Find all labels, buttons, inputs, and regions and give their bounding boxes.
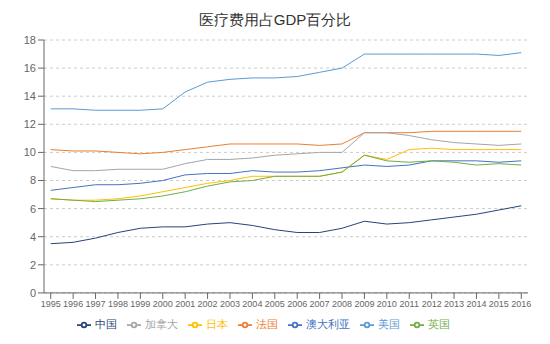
svg-text:2011: 2011 <box>400 299 419 309</box>
svg-text:16: 16 <box>24 62 36 74</box>
html-text:中国: 中国 <box>94 317 117 330</box>
svg-text:2000: 2000 <box>153 299 173 309</box>
html-text:英国: 英国 <box>427 317 450 330</box>
svg-text:2003: 2003 <box>220 299 240 309</box>
svg-text:1997: 1997 <box>86 299 106 309</box>
svg-text:2015: 2015 <box>489 299 509 309</box>
svg-text:2012: 2012 <box>422 299 442 309</box>
svg-text:2006: 2006 <box>287 299 307 309</box>
svg-text:2001: 2001 <box>175 299 195 309</box>
svg-text:6: 6 <box>30 203 36 215</box>
html-text:法国: 法国 <box>255 317 278 330</box>
html-text:澳大利亚: 澳大利亚 <box>305 317 350 330</box>
svg-text:18: 18 <box>24 34 36 46</box>
svg-text:10: 10 <box>24 146 36 158</box>
svg-text:1996: 1996 <box>63 299 83 309</box>
svg-text:2: 2 <box>30 259 36 271</box>
svg-text:2002: 2002 <box>198 299 218 309</box>
svg-text:2014: 2014 <box>466 299 486 309</box>
html-text:美国: 美国 <box>377 317 400 330</box>
svg-text:4: 4 <box>30 231 36 243</box>
svg-text:1999: 1999 <box>130 299 150 309</box>
svg-text:8: 8 <box>30 174 36 186</box>
html-text:日本: 日本 <box>205 317 228 330</box>
svg-text:2005: 2005 <box>265 299 285 309</box>
svg-text:2010: 2010 <box>377 299 397 309</box>
svg-text:2013: 2013 <box>444 299 464 309</box>
svg-text:2008: 2008 <box>332 299 352 309</box>
svg-text:12: 12 <box>24 118 36 130</box>
html-text:加拿大: 加拿大 <box>144 317 178 330</box>
svg-text:14: 14 <box>24 90 36 102</box>
svg-text:0: 0 <box>30 287 36 299</box>
html-text:医疗费用占GDP百分比: 医疗费用占GDP百分比 <box>198 11 352 28</box>
svg-text:2004: 2004 <box>242 299 262 309</box>
svg-text:2007: 2007 <box>310 299 330 309</box>
svg-text:2009: 2009 <box>354 299 374 309</box>
svg-text:1998: 1998 <box>108 299 128 309</box>
svg-text:1995: 1995 <box>41 299 61 309</box>
svg-text:2016: 2016 <box>511 299 531 309</box>
